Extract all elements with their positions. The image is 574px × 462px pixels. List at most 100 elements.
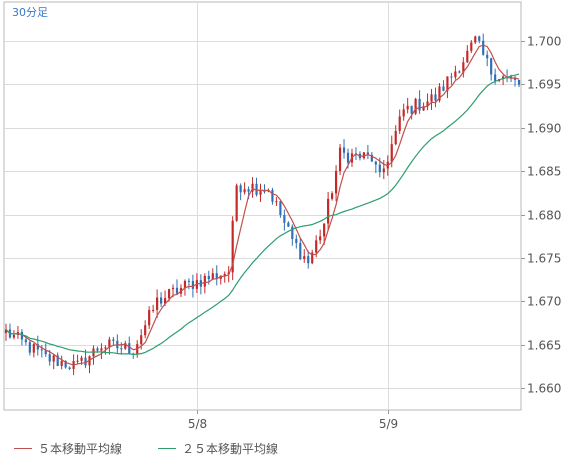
candle-body [156, 297, 159, 310]
candle-body [513, 77, 517, 80]
candle-body [323, 223, 326, 237]
candle-body [80, 357, 83, 361]
candle-body [474, 36, 477, 43]
candle-body [462, 62, 465, 73]
candle-body [52, 355, 55, 362]
candle-body [402, 109, 405, 117]
y-tick-label: 1.665 [527, 339, 561, 353]
y-tick-label: 1.685 [527, 165, 561, 179]
candle-body [100, 348, 103, 351]
candle-body [12, 335, 16, 338]
candle-body [68, 367, 71, 369]
plot-frame [3, 1, 522, 411]
ma5-line [5, 44, 520, 366]
legend-label-ma25: ２５本移動平均線 [182, 442, 279, 456]
y-tick-label: 1.660 [527, 382, 561, 396]
candle-body [64, 361, 67, 368]
candle-body [148, 310, 151, 326]
candle-body [446, 76, 449, 91]
candle-body [327, 198, 330, 224]
candle-body [243, 189, 246, 193]
candle-body [374, 161, 377, 165]
candle-body [466, 50, 469, 63]
candle-body [235, 185, 238, 221]
candle-body [303, 256, 306, 260]
candle-body [470, 42, 473, 51]
candle-body [378, 164, 381, 173]
candle-body [390, 144, 393, 162]
legend-label-ma5: ５本移動平均線 [38, 442, 123, 456]
y-tick-label: 1.690 [527, 122, 561, 136]
candle-body [418, 98, 421, 111]
candle-body [287, 222, 290, 227]
candle-body [231, 220, 234, 273]
candle-body [394, 130, 397, 145]
candle-body [494, 74, 497, 82]
candle-body [430, 94, 433, 102]
candle-body [219, 275, 222, 279]
candle-body [187, 280, 191, 282]
candle-body [398, 116, 401, 131]
candle-body [171, 287, 175, 290]
candle-body [291, 226, 294, 239]
candle-body [517, 79, 521, 85]
legend-item-ma5: ５本移動平均線 [14, 440, 122, 457]
ma25-line [5, 73, 520, 356]
candle-body [450, 76, 453, 78]
candle-body [211, 273, 214, 280]
candle-body [259, 190, 262, 195]
candle-body [56, 355, 59, 366]
candle-body [28, 342, 31, 353]
candle-body [223, 273, 226, 276]
candle-body [362, 152, 366, 159]
price-chart: 1.700 1.695 1.690 1.685 1.680 1.675 1.670 1.665… [3, 1, 561, 431]
candle-body [112, 339, 115, 341]
candle-body [342, 147, 346, 153]
candle-body [96, 348, 99, 351]
y-tick-label: 1.700 [527, 35, 561, 49]
candle-body [319, 236, 322, 241]
candle-body [255, 183, 258, 195]
candle-body [144, 325, 147, 336]
candle-body [60, 361, 63, 366]
candle-body [486, 54, 489, 59]
candle-body [331, 193, 334, 199]
legend-swatch-ma5 [14, 448, 32, 449]
candle-body [40, 349, 43, 351]
y-tick-label: 1.695 [527, 78, 561, 92]
candle-body [263, 190, 266, 192]
candle-body [124, 343, 127, 349]
candle-body [167, 289, 171, 299]
candle-body [239, 185, 242, 193]
candle-body [490, 58, 493, 75]
candle-body [502, 76, 505, 80]
candle-body [183, 280, 187, 288]
legend-swatch-ma25 [158, 448, 176, 449]
candle-body [442, 86, 445, 91]
candle-body [299, 243, 302, 260]
candle-body [283, 215, 286, 223]
candle-body [120, 348, 123, 350]
candle-body [128, 343, 131, 354]
legend-item-ma25: ２５本移動平均線 [158, 440, 278, 457]
x-tick-label: 5/8 [188, 417, 207, 431]
candle-body [20, 331, 23, 340]
candle-body [382, 168, 385, 173]
candle-body [454, 71, 457, 78]
candle-body [426, 101, 429, 107]
candle-body [422, 106, 425, 111]
candle-body [338, 147, 342, 171]
candle-body [315, 240, 318, 253]
candle-body [24, 339, 27, 343]
y-tick-label: 1.675 [527, 252, 561, 266]
candle-body [482, 40, 485, 55]
candle-body [406, 105, 409, 110]
y-tick-label: 1.680 [527, 209, 561, 223]
candle-body [438, 86, 441, 101]
candle-body [311, 252, 314, 264]
candle-body [191, 280, 194, 289]
y-tick-label: 1.670 [527, 295, 561, 309]
candle-body [175, 287, 179, 294]
x-tick-label: 5/9 [379, 417, 398, 431]
